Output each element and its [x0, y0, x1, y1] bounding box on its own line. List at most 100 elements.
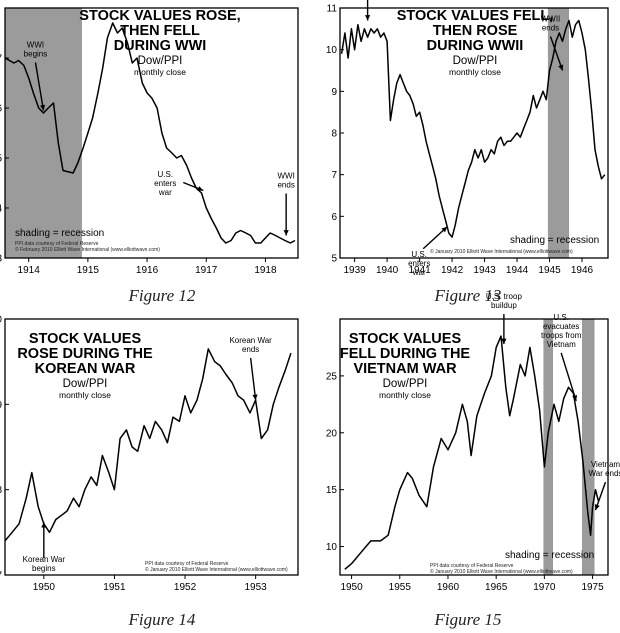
chart-title-line: ROSE DURING THE	[17, 346, 153, 362]
annotation-text: ends	[542, 24, 559, 33]
annotation-text: WWI	[277, 172, 294, 181]
annotation-text: War ends	[588, 469, 620, 478]
annotation-text: begins	[32, 564, 56, 573]
y-tick-label: 9	[0, 400, 2, 411]
y-tick-label: 10	[326, 45, 338, 56]
chart-title-line: THEN FELL	[120, 23, 200, 39]
chart-fig12: 3 4 5 6 7 1914 1915 1916 1917 1918 STOCK VALUES RO…	[0, 7, 299, 276]
annotation-arrow	[422, 226, 448, 250]
arrow-head	[365, 15, 371, 21]
shading-note: shading = recession	[510, 235, 599, 246]
x-tick-label: 1952	[174, 582, 197, 593]
chart-subtitle-2: monthly close	[379, 390, 431, 400]
y-tick-label: 7	[0, 54, 2, 65]
x-tick-label: 1953	[245, 582, 268, 593]
annotation-text: begins	[24, 50, 48, 59]
y-tick-label: 8	[331, 129, 337, 140]
x-tick-label: 1916	[136, 265, 159, 276]
x-tick-label: 1915	[77, 265, 100, 276]
credit-text: PPI data courtesy of Federal Reserve	[145, 561, 229, 567]
x-tick-label: 1914	[18, 265, 41, 276]
figure-caption-15: Figure 15	[434, 610, 502, 629]
x-tick-label: 1946	[571, 265, 594, 276]
annotation-text: war	[412, 268, 426, 277]
y-tick-label: 7	[331, 170, 337, 181]
y-tick-label: 20	[326, 428, 338, 439]
annotation-text: WWI	[27, 41, 44, 50]
annotation-text: Vietnam	[591, 460, 620, 469]
annotation-text: enters	[154, 179, 176, 188]
x-tick-label: 1970	[533, 582, 556, 593]
chart-panel-fig13: 5 6 7 8 9 10 11 1939 1940 1941 1942 1943 1944 1945 194…	[310, 0, 620, 300]
y-tick-label: 6	[331, 212, 337, 223]
chart-subtitle: Dow/PPI	[453, 55, 498, 67]
y-tick-label: 9	[331, 87, 337, 98]
annotation-text: Vietnam	[547, 340, 577, 349]
recession-shading	[581, 319, 595, 575]
x-tick-label: 1975	[581, 582, 604, 593]
arrow-head	[40, 104, 46, 111]
figure-caption-13: Figure 13	[434, 286, 502, 305]
annotation-text: U.S. troop	[486, 292, 523, 301]
y-tick-label: 11	[327, 4, 338, 15]
arrow-head	[41, 522, 47, 528]
chart-panel-fig15: 10 15 20 25 1950 1955 1960 1965 1970 1975 STOCK VA…	[310, 292, 620, 613]
chart-title-line: THEN ROSE	[433, 23, 518, 39]
x-tick-label: 1939	[343, 265, 366, 276]
figure-caption-14: Figure 14	[128, 610, 196, 629]
y-tick-label: 10	[326, 542, 338, 553]
x-tick-label: 1945	[538, 265, 561, 276]
x-tick-label: 1951	[103, 582, 126, 593]
credit-text: © January 2010 Elliott Wave Internationa…	[430, 568, 573, 575]
y-tick-label: 10	[0, 315, 2, 326]
annotation-text: war	[158, 188, 172, 197]
plot-frame	[4, 318, 299, 576]
x-tick-label: 1950	[33, 582, 56, 593]
series-line	[4, 348, 292, 542]
arrow-head	[441, 226, 448, 233]
x-tick-label: 1942	[441, 265, 464, 276]
x-tick-label: 1943	[473, 265, 496, 276]
annotation-arrow	[560, 352, 577, 402]
chart-subtitle-2: monthly close	[449, 67, 501, 77]
annotation-text: enters	[408, 259, 430, 268]
chart-title-line: STOCK VALUES	[349, 331, 462, 347]
annotation-text: U.S.	[553, 313, 569, 322]
x-tick-label: 1944	[506, 265, 529, 276]
chart-title-line: VIETNAM WAR	[353, 361, 457, 377]
annotation-arrow	[249, 357, 257, 401]
annotation-arrow	[34, 62, 45, 111]
y-tick-label: 5	[331, 254, 337, 265]
figure-caption-12: Figure 12	[128, 286, 196, 305]
x-tick-label: 1941	[408, 265, 431, 276]
y-tick-label: 5	[0, 154, 2, 165]
x-tick-label: 1940	[376, 265, 399, 276]
chart-title-line: STOCK VALUES ROSE,	[79, 8, 240, 24]
annotation-text: buildup	[491, 301, 517, 310]
annotation-text: evacuates	[543, 322, 579, 331]
x-tick-label: 1918	[254, 265, 277, 276]
chart-title-line: DURING WWI	[114, 38, 207, 54]
arrow-head	[501, 338, 507, 345]
y-tick-label: 6	[0, 104, 2, 115]
series-line	[4, 22, 296, 244]
arrow-head	[252, 394, 258, 401]
credit-text: © January 2010 Elliott Wave Internationa…	[430, 248, 573, 255]
series-line	[344, 335, 600, 570]
annotation-arrow	[549, 36, 564, 71]
credit-text: PPI data courtesy of Federal Reserve	[15, 241, 99, 247]
annotation-text: U.S.	[158, 170, 174, 179]
chart-panel-fig12: 3 4 5 6 7 1914 1915 1916 1917 1918 STOCK VALUES RO…	[0, 0, 310, 300]
chart-subtitle: Dow/PPI	[383, 378, 428, 390]
annotation-text: troops from	[541, 331, 582, 340]
plot-frame	[339, 318, 609, 576]
